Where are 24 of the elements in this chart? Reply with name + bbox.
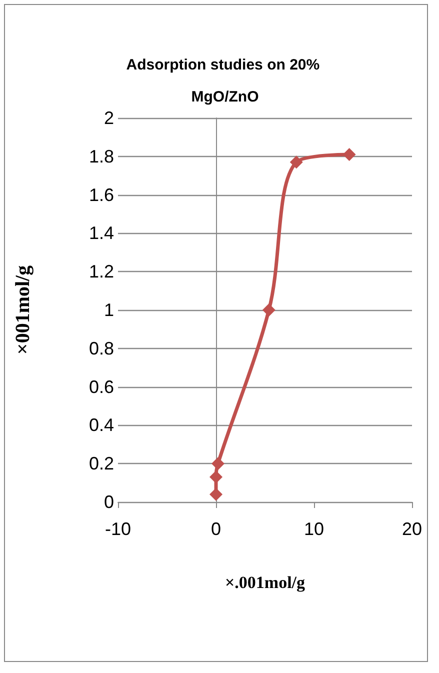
point <box>210 470 222 484</box>
point <box>210 488 222 501</box>
chart-title: Adsorption studies on 20% MgO/ZnO <box>126 56 324 106</box>
point <box>290 156 303 169</box>
y-tick-label: 0 <box>104 492 114 512</box>
y-tick-label: 1.2 <box>88 262 114 282</box>
point <box>211 457 224 470</box>
x-axis-title: ×.001mol/g <box>224 573 306 592</box>
x-tick-label: 20 <box>402 519 422 539</box>
point <box>342 148 356 161</box>
y-tick-label: 1 <box>104 300 114 320</box>
point <box>262 304 276 316</box>
x-tick-label: 10 <box>304 519 324 539</box>
y-tick-label: 1.4 <box>88 223 114 244</box>
y-tick-label: 0.6 <box>88 376 114 397</box>
y-axis-title: ×001mol/g <box>12 265 34 355</box>
y-tick-label: 0.2 <box>88 454 114 474</box>
x-tick-label: 0 <box>210 519 222 539</box>
y-tick-label: 1.6 <box>88 184 114 205</box>
y-tick-label: 0.4 <box>88 415 114 436</box>
y-tick-label: 0.8 <box>88 338 114 358</box>
y-tick-label: 2 <box>104 108 114 128</box>
y-tick-label: 1.8 <box>88 146 114 166</box>
x-tick-label: -10 <box>104 519 132 539</box>
